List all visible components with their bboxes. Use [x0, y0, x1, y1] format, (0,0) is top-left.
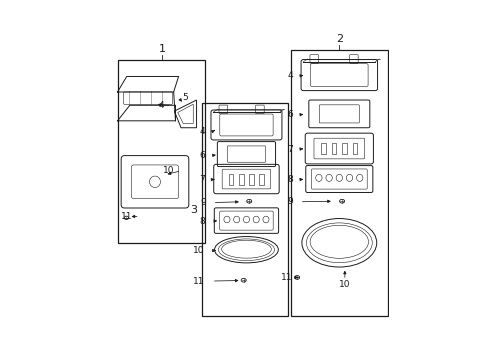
Text: 10: 10 [193, 246, 204, 255]
Text: 9: 9 [200, 198, 205, 207]
Text: 11: 11 [121, 212, 133, 221]
Text: 7: 7 [286, 145, 292, 154]
Text: 9: 9 [286, 197, 292, 206]
Bar [259, 174, 264, 185]
Text: 8: 8 [199, 217, 204, 226]
Bar [239, 174, 243, 185]
Bar [228, 174, 233, 185]
Text: 6: 6 [199, 151, 204, 160]
Bar [321, 143, 325, 154]
Text: 8: 8 [286, 175, 292, 184]
Bar [342, 143, 346, 154]
Text: 3: 3 [190, 204, 197, 215]
Bar [117, 60, 204, 243]
Bar [290, 50, 387, 316]
Text: 4: 4 [159, 101, 164, 110]
Bar [352, 143, 357, 154]
Bar [331, 143, 336, 154]
Text: 1: 1 [158, 44, 165, 54]
Text: 2: 2 [335, 34, 342, 44]
Text: 4: 4 [199, 127, 204, 136]
Bar [249, 174, 253, 185]
Text: 10: 10 [338, 280, 350, 289]
Text: 11: 11 [193, 276, 204, 285]
Text: 5: 5 [182, 93, 188, 102]
Text: 6: 6 [286, 110, 292, 119]
Text: 7: 7 [199, 175, 204, 184]
Text: 10: 10 [163, 166, 174, 175]
Bar [202, 103, 287, 316]
Text: 4: 4 [286, 71, 292, 80]
Text: 11: 11 [281, 273, 292, 282]
